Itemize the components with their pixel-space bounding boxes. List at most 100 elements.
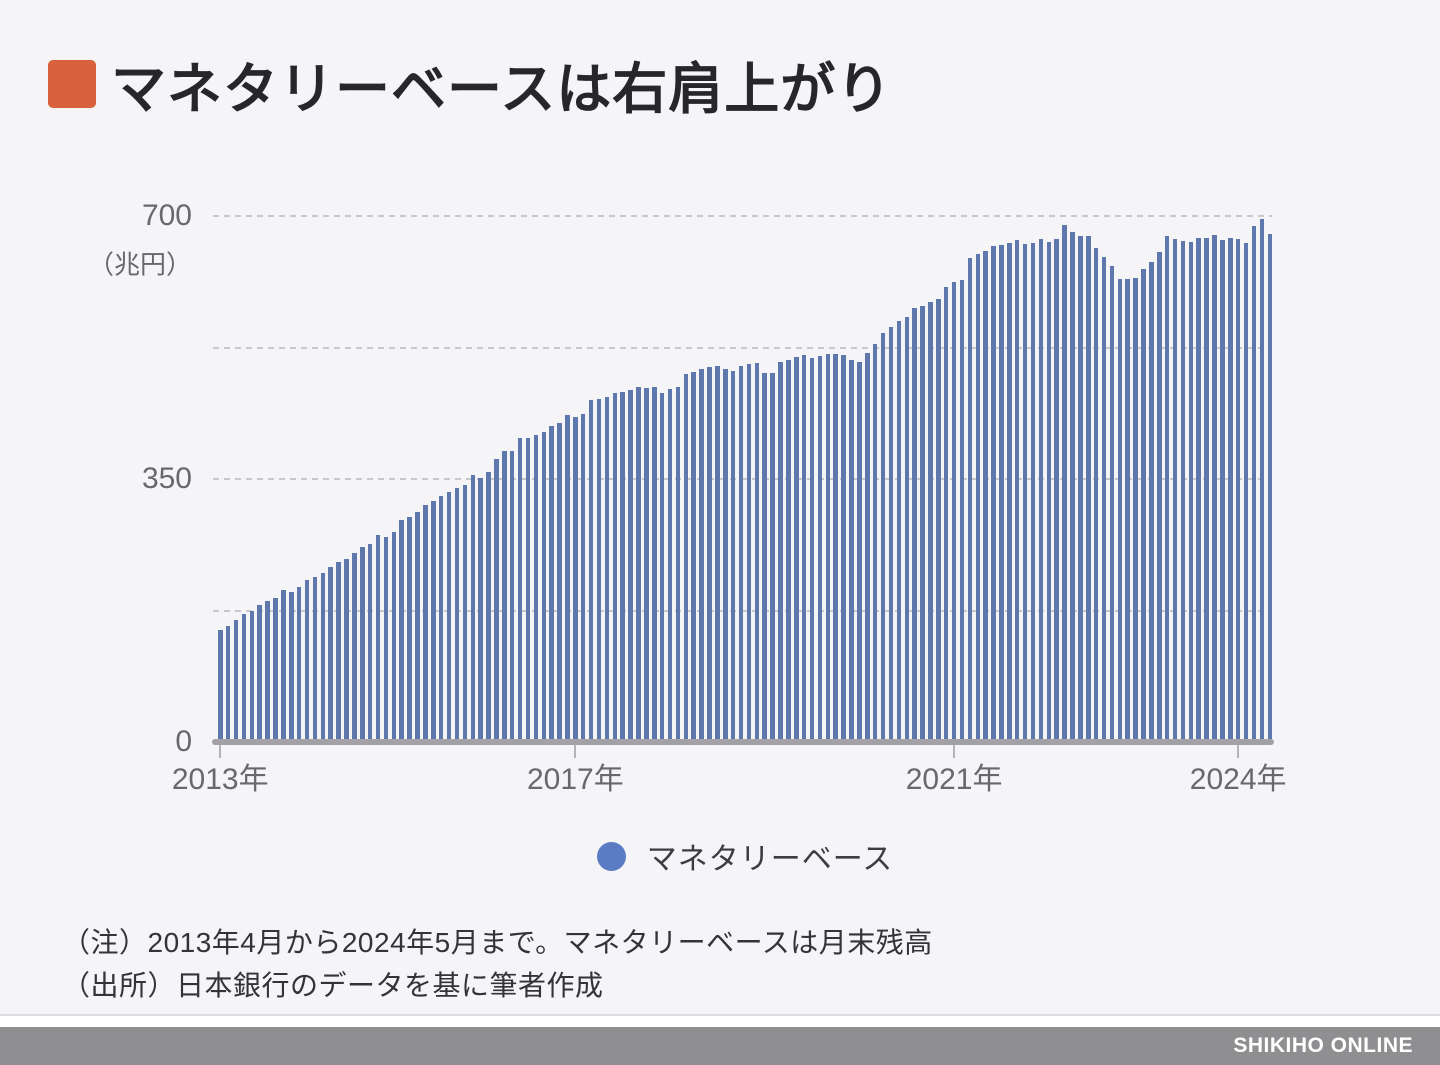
bar	[541, 431, 547, 742]
bar	[289, 591, 294, 742]
y-tick-label-700: 700	[141, 199, 192, 232]
bar	[652, 386, 657, 742]
bar	[904, 317, 909, 742]
x-tick-mark	[953, 745, 956, 758]
bar	[809, 358, 815, 742]
bar	[454, 488, 460, 742]
bar	[872, 343, 878, 742]
bar	[423, 504, 428, 742]
bar	[1251, 225, 1257, 742]
bar	[943, 286, 949, 742]
bar	[928, 302, 933, 742]
bar	[991, 246, 996, 742]
footer-bar: SHIKIHO ONLINE	[0, 1027, 1440, 1065]
bar	[502, 451, 507, 742]
x-tick-mark	[574, 745, 577, 758]
bar	[1204, 237, 1209, 742]
bar	[573, 417, 578, 742]
bar	[1022, 243, 1028, 742]
bar	[304, 580, 310, 742]
bar	[604, 397, 610, 742]
bar	[470, 474, 475, 742]
bar	[1054, 239, 1059, 742]
bar	[636, 387, 641, 742]
bar	[817, 355, 823, 742]
note-line-2: （出所）日本銀行のデータを基に筆者作成	[62, 970, 604, 1001]
bar	[241, 614, 247, 742]
gridline-525	[213, 346, 1272, 349]
bar	[588, 400, 594, 742]
bar	[375, 534, 381, 742]
bar	[778, 361, 783, 742]
bar	[549, 426, 554, 742]
bar	[1062, 225, 1067, 742]
bar	[723, 368, 728, 742]
bar	[644, 388, 649, 742]
bar	[257, 605, 262, 742]
bar	[1172, 238, 1178, 742]
bar	[1046, 242, 1052, 742]
bar	[1125, 279, 1130, 742]
x-tick-label: 2017年	[526, 763, 624, 796]
bar	[659, 392, 665, 742]
bar	[1109, 266, 1115, 742]
bar	[1228, 237, 1233, 742]
plot-area	[213, 215, 1272, 742]
bar	[849, 360, 854, 742]
bar	[1101, 257, 1107, 742]
x-tick-label: 2013年	[171, 763, 269, 796]
bar	[218, 630, 223, 742]
bar	[596, 398, 602, 742]
bar	[865, 352, 870, 742]
bar	[1078, 236, 1083, 742]
bar	[1093, 247, 1099, 742]
bar	[612, 393, 618, 742]
bar	[1212, 234, 1217, 742]
bar	[320, 572, 326, 742]
chart-title: マネタリーベースは右肩上がり	[111, 58, 893, 120]
bar	[951, 282, 957, 742]
bar	[580, 413, 586, 742]
bar	[1235, 239, 1241, 742]
bar	[494, 459, 499, 742]
bar	[841, 355, 846, 742]
bar	[1243, 243, 1249, 742]
chart-header: マネタリーベースは右肩上がり	[48, 44, 892, 124]
bar	[786, 359, 791, 742]
bar	[936, 298, 941, 742]
bar	[628, 389, 633, 742]
title-bullet-square	[48, 60, 96, 108]
bar	[738, 366, 744, 742]
x-tick-mark	[219, 745, 222, 758]
bar	[328, 566, 333, 742]
bar	[801, 355, 807, 742]
bar	[1149, 261, 1154, 742]
bar	[912, 308, 917, 742]
bar	[486, 471, 491, 742]
bar	[746, 364, 752, 742]
bar	[233, 619, 239, 742]
bar	[296, 587, 302, 742]
bar	[336, 561, 341, 742]
bar	[249, 611, 255, 742]
bar	[1133, 277, 1138, 742]
bar	[857, 361, 862, 742]
bar	[1267, 234, 1272, 742]
bar	[462, 485, 468, 742]
bar	[1157, 252, 1162, 742]
bar	[360, 547, 365, 742]
bar	[1180, 240, 1186, 742]
bar	[438, 496, 444, 742]
footer-brand: SHIKIHO ONLINE	[1233, 1034, 1413, 1057]
bar	[888, 327, 894, 742]
gridline-700	[213, 215, 1272, 217]
bar	[1141, 268, 1146, 742]
bar	[1188, 242, 1194, 742]
y-tick-label-0: 0	[175, 725, 192, 758]
chart-card: マネタリーベースは右肩上がり （兆円） 0 350 700 2013年 2017年 20…	[0, 0, 1440, 1016]
bar	[1164, 235, 1170, 742]
note-line-1: （注）2013年4月から2024年5月まで。マネタリーベースは月末残高	[62, 927, 933, 958]
x-tick-label: 2024年	[1189, 763, 1287, 796]
bar	[367, 544, 373, 742]
bar	[1038, 238, 1044, 742]
